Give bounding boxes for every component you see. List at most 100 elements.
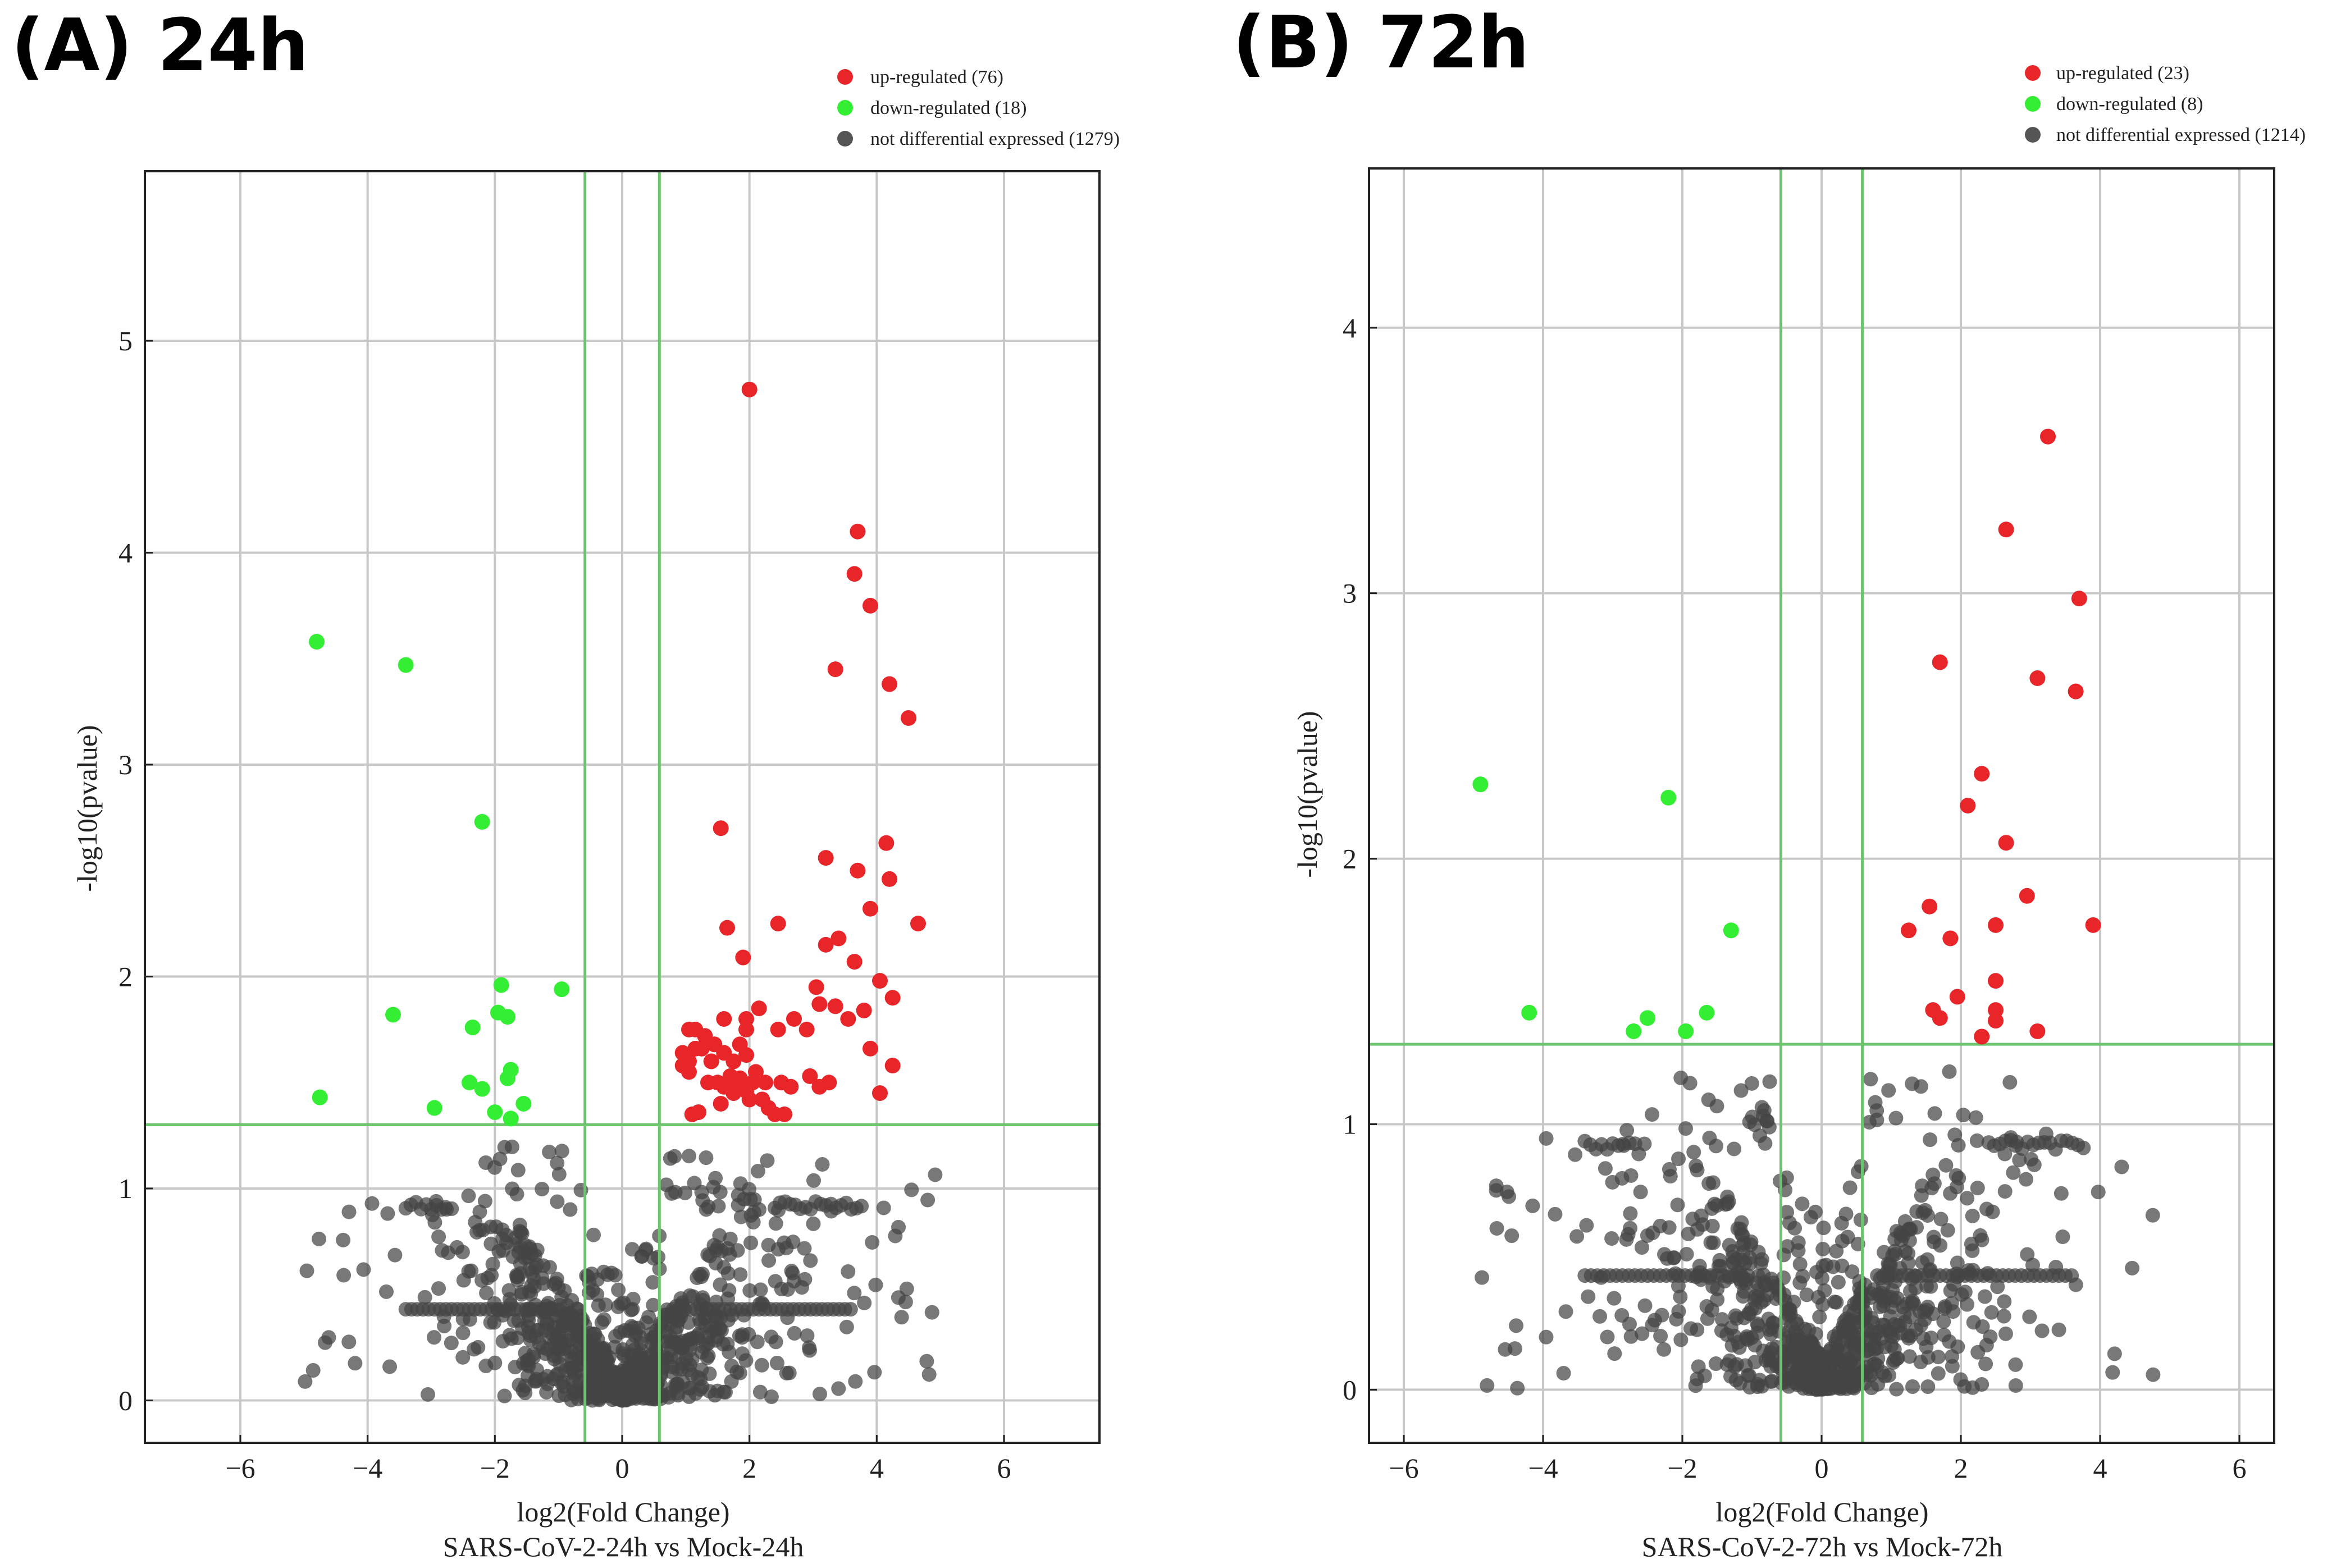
point-not-differential (1792, 1256, 1808, 1272)
point-not-differential (1890, 1351, 1905, 1366)
point-not-differential (1723, 1369, 1738, 1384)
point-not-differential (1683, 1321, 1699, 1336)
point-not-differential (1938, 1158, 1954, 1173)
point-not-differential (1846, 1373, 1861, 1388)
y-tick-label: 5 (118, 325, 133, 356)
panel-a-plot-area: −6 −4 −2 0 2 4 6 0 1 2 3 4 5 (118, 170, 1101, 1484)
point-not-differential (839, 1319, 854, 1334)
point-not-differential (752, 1384, 768, 1400)
point-not-differential (611, 1282, 626, 1297)
point-not-differential (797, 1241, 812, 1256)
point-not-differential (1909, 1220, 1924, 1235)
point-not-differential (1996, 1309, 2011, 1324)
point-not-differential (559, 1309, 574, 1324)
point-not-differential (1852, 1281, 1867, 1296)
point-not-differential (1744, 1076, 1759, 1091)
point-not-differential (1853, 1315, 1868, 1330)
point-not-differential (571, 1302, 586, 1317)
point-not-differential (1881, 1083, 1896, 1098)
point-up-regulated (850, 523, 866, 540)
point-not-differential (1701, 1092, 1716, 1107)
point-not-differential (1760, 1114, 1775, 1129)
point-up-regulated (751, 1000, 767, 1017)
point-not-differential (746, 1205, 761, 1220)
point-not-differential (1673, 1071, 1689, 1086)
point-not-differential (1795, 1196, 1810, 1212)
point-not-differential (595, 1388, 610, 1403)
point-not-differential (1998, 1326, 2013, 1341)
point-not-differential (1653, 1218, 1668, 1233)
point-not-differential (1942, 1064, 1957, 1079)
point-not-differential (694, 1345, 709, 1360)
point-not-differential (1897, 1306, 1912, 1322)
panel-b-legend: up-regulated (23) down-regulated (8) not… (2025, 63, 2306, 145)
point-not-differential (1727, 1141, 1742, 1156)
point-not-differential (806, 1216, 821, 1231)
point-not-differential (1673, 1332, 1689, 1347)
panel-a-legend: up-regulated (76) down-regulated (18) no… (837, 67, 1120, 149)
legend-marker-up (837, 69, 853, 85)
point-not-differential (1598, 1161, 1613, 1176)
point-not-differential (1777, 1287, 1792, 1302)
point-not-differential (1730, 1221, 1745, 1236)
point-not-differential (1619, 1232, 1634, 1247)
panel-a-legend-item-ns: not differential expressed (1279) (837, 129, 1120, 149)
point-not-differential (1653, 1328, 1668, 1343)
point-not-differential (1975, 1319, 1990, 1334)
point-not-differential (1840, 1229, 1855, 1245)
point-up-regulated (1998, 522, 2014, 538)
point-not-differential (1827, 1295, 1842, 1310)
point-up-regulated (1949, 989, 1965, 1005)
point-not-differential (478, 1155, 494, 1170)
point-not-differential (1762, 1074, 1777, 1089)
point-not-differential (596, 1264, 612, 1279)
point-not-differential (1826, 1259, 1841, 1274)
point-not-differential (1480, 1378, 1495, 1393)
point-not-differential (1927, 1235, 1942, 1250)
point-not-differential (1725, 1255, 1740, 1270)
point-not-differential (480, 1270, 495, 1286)
point-not-differential (594, 1315, 609, 1330)
point-not-differential (1510, 1380, 1525, 1396)
x-tick-label: 4 (870, 1452, 884, 1484)
point-not-differential (1914, 1318, 1929, 1333)
point-not-differential (672, 1335, 687, 1350)
point-not-differential (1504, 1228, 1519, 1244)
panel-b-legend-item-ns: not differential expressed (1214) (2025, 125, 2306, 145)
point-not-differential (1845, 1327, 1860, 1342)
point-not-differential (681, 1149, 696, 1164)
point-not-differential (1607, 1346, 1622, 1361)
point-up-regulated (850, 862, 866, 879)
point-not-differential (1475, 1270, 1490, 1285)
point-not-differential (1901, 1246, 1916, 1261)
x-tick-label: −6 (1389, 1452, 1418, 1484)
point-not-differential (667, 1149, 682, 1164)
point-up-regulated (856, 1002, 872, 1018)
point-not-differential (510, 1163, 526, 1178)
point-not-differential (1614, 1171, 1630, 1186)
point-not-differential (540, 1342, 555, 1357)
point-up-regulated (1932, 1010, 1948, 1026)
point-not-differential (2055, 1229, 2070, 1245)
point-not-differential (770, 1242, 786, 1257)
point-not-differential (645, 1331, 660, 1346)
point-not-differential (1872, 1299, 1887, 1314)
point-not-differential (734, 1346, 750, 1361)
point-not-differential (1942, 1334, 1957, 1349)
point-not-differential (455, 1350, 471, 1365)
point-not-differential (1915, 1178, 1930, 1194)
point-not-differential (514, 1284, 530, 1300)
point-not-differential (1883, 1328, 1899, 1343)
point-not-differential (699, 1150, 714, 1165)
point-not-differential (1974, 1377, 1989, 1392)
point-not-differential (2019, 1172, 2034, 1187)
point-not-differential (920, 1192, 936, 1208)
point-not-differential (2034, 1323, 2050, 1338)
panel-a-legend-item-up: up-regulated (76) (837, 67, 1003, 88)
point-not-differential (1902, 1284, 1918, 1299)
point-not-differential (1678, 1121, 1693, 1136)
point-not-differential (644, 1392, 659, 1407)
point-not-differential (1619, 1123, 1635, 1138)
point-not-differential (894, 1310, 909, 1325)
point-not-differential (2054, 1186, 2069, 1201)
